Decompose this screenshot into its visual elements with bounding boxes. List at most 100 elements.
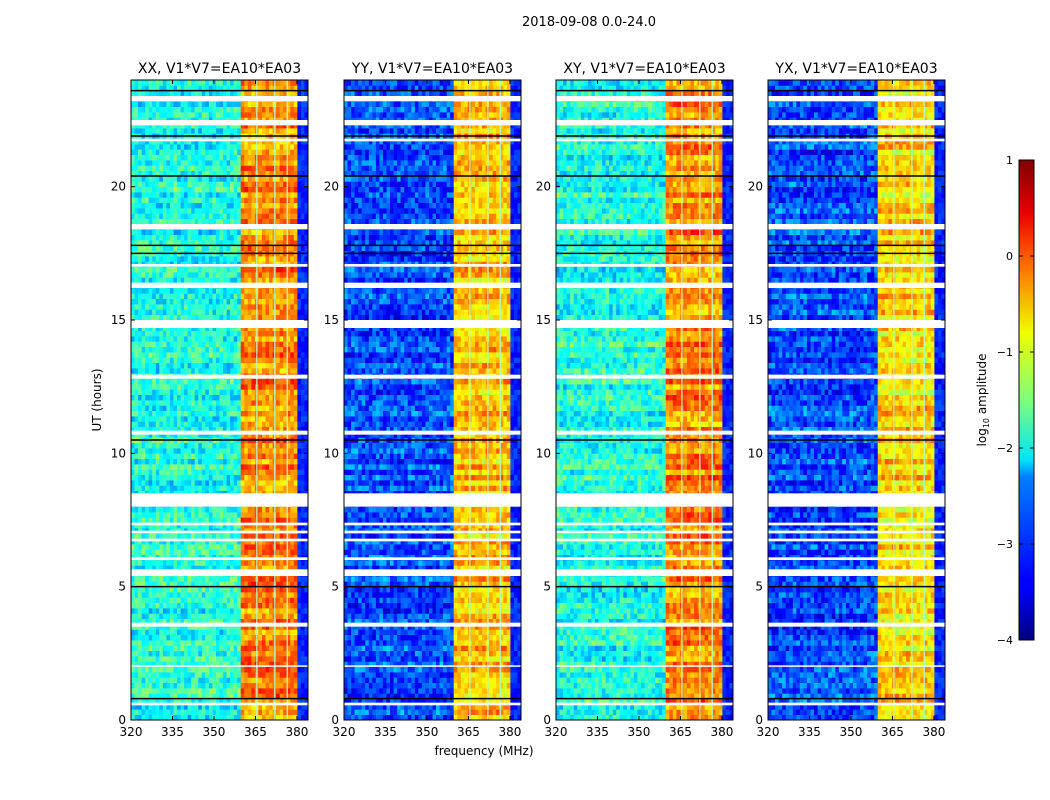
heatmap-cell — [290, 368, 295, 374]
heatmap-cell — [223, 576, 227, 582]
heatmap-cell — [230, 597, 234, 603]
heatmap-cell — [293, 442, 298, 449]
heatmap-cell — [226, 613, 231, 619]
heatmap-cell — [166, 618, 171, 625]
heatmap-cell — [237, 565, 242, 571]
heatmap-cell — [155, 229, 160, 235]
heatmap-cell — [262, 410, 266, 417]
heatmap-cell — [300, 522, 305, 529]
heatmap-cell — [297, 640, 302, 646]
heatmap-cell — [247, 304, 252, 310]
heatmap-cell — [169, 389, 174, 395]
heatmap-cell — [208, 288, 213, 294]
heatmap-cell — [279, 458, 284, 465]
heatmap-cell — [286, 576, 291, 582]
heatmap-cell — [155, 704, 160, 710]
heatmap-cell — [152, 693, 157, 699]
heatmap-cell — [173, 544, 178, 550]
heatmap-cell — [194, 378, 199, 385]
heatmap-cell — [191, 432, 196, 438]
heatmap-cell — [279, 400, 284, 406]
heatmap-cell — [297, 378, 302, 385]
heatmap-cell — [226, 714, 231, 721]
heatmap-cell — [297, 522, 302, 529]
heatmap-cell — [223, 469, 227, 475]
heatmap-cell — [247, 549, 252, 555]
heatmap-cell — [219, 709, 224, 715]
heatmap-cell — [191, 560, 196, 566]
heatmap-cell — [152, 629, 157, 635]
heatmap-cell — [155, 608, 160, 614]
heatmap-cell — [173, 592, 178, 598]
heatmap-cell — [265, 346, 270, 353]
heatmap-cell — [251, 421, 256, 427]
heatmap-cell — [219, 634, 224, 641]
heatmap-cell — [208, 400, 213, 406]
heatmap-cell — [148, 677, 153, 683]
heatmap-cell — [138, 565, 142, 571]
heatmap-cell — [300, 448, 305, 454]
heatmap-cell — [258, 400, 263, 406]
heatmap-cell — [187, 576, 192, 582]
heatmap-cell — [240, 549, 245, 555]
heatmap-cell — [177, 597, 181, 603]
heatmap-cell — [159, 661, 164, 667]
heatmap-cell — [191, 309, 196, 315]
heatmap-cell — [279, 442, 284, 449]
heatmap-cell — [233, 581, 238, 587]
heatmap-cell — [233, 186, 238, 193]
heatmap-cell — [265, 213, 270, 219]
heatmap-cell — [244, 698, 249, 705]
heatmap-cell — [166, 421, 171, 427]
heatmap-cell — [201, 362, 206, 369]
heatmap-cell — [187, 346, 192, 353]
heatmap-cell — [247, 384, 252, 390]
heatmap-cell — [216, 352, 220, 358]
heatmap-cell — [187, 208, 192, 214]
heatmap-cell — [173, 709, 178, 715]
heatmap-cell — [212, 613, 217, 619]
heatmap-cell — [212, 384, 217, 390]
heatmap-cell — [159, 362, 164, 369]
heatmap-cell — [162, 394, 167, 401]
heatmap-cell — [258, 293, 263, 299]
heatmap-cell — [180, 533, 185, 539]
heatmap-cell — [169, 309, 174, 315]
heatmap-cell — [276, 618, 280, 625]
heatmap-cell — [201, 672, 206, 678]
heatmap-cell — [290, 330, 295, 337]
heatmap-cell — [166, 213, 171, 219]
heatmap-cell — [283, 277, 288, 283]
heatmap-cell — [208, 309, 213, 315]
heatmap-cell — [191, 517, 196, 523]
heatmap-cell — [194, 533, 199, 539]
heatmap-cell — [173, 480, 178, 486]
heatmap-cell — [279, 682, 284, 689]
heatmap-cell — [286, 618, 291, 625]
heatmap-cell — [141, 666, 146, 673]
heatmap-cell — [131, 538, 135, 545]
heatmap-cell — [216, 458, 220, 465]
heatmap-cell — [145, 677, 150, 683]
heatmap-cell — [201, 186, 206, 193]
heatmap-cell — [223, 357, 227, 363]
heatmap-cell — [304, 421, 309, 427]
heatmap-cell — [145, 469, 150, 475]
heatmap-cell — [191, 346, 196, 353]
heatmap-cell — [223, 330, 227, 337]
heatmap-cell — [265, 218, 270, 225]
heatmap-cell — [300, 469, 305, 475]
heatmap-cell — [159, 464, 164, 470]
heatmap-cell — [205, 197, 210, 203]
heatmap-cell — [166, 208, 171, 214]
heatmap-cell — [230, 474, 234, 481]
heatmap-cell — [216, 266, 220, 273]
heatmap-cell — [265, 341, 270, 347]
heatmap-cell — [187, 272, 192, 278]
heatmap-cell — [300, 464, 305, 470]
heatmap-cell — [276, 544, 280, 550]
heatmap-cell — [148, 309, 153, 315]
heatmap-cell — [265, 533, 270, 539]
heatmap-cell — [265, 586, 270, 593]
heatmap-cell — [304, 410, 309, 417]
